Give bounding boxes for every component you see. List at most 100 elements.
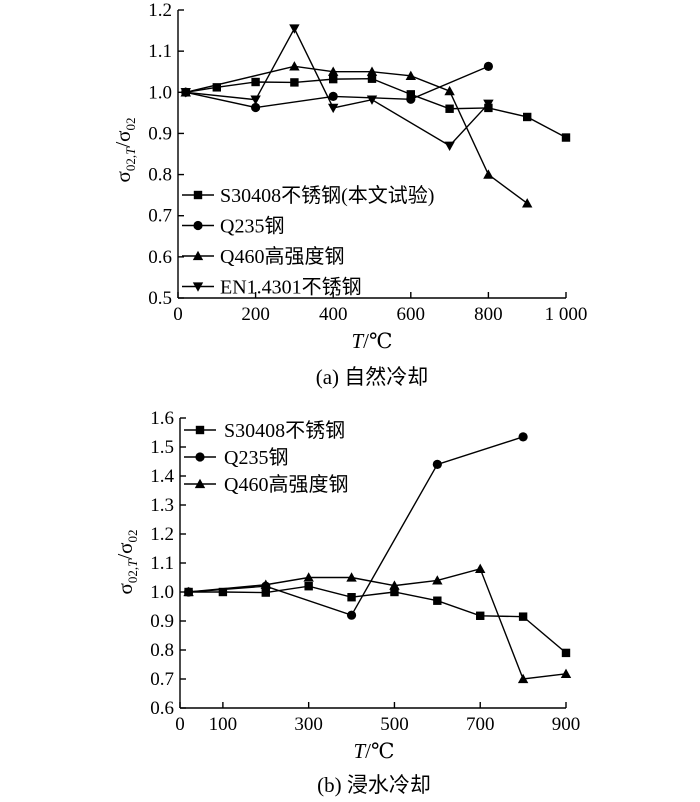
data-point [212,83,221,92]
data-point [476,611,485,620]
data-point [260,579,271,589]
data-point [251,102,261,113]
y-tick-label: 1.3 [150,495,174,516]
y-axis-title-part: 02, [123,155,138,171]
legend-label: EN1.4301不锈钢 [220,276,362,299]
x-tick-label: 800 [474,304,503,325]
legend-marker [192,282,204,292]
y-tick-label: 0.7 [148,206,172,227]
data-point [180,88,191,98]
x-tick-label: 1 000 [545,304,588,325]
data-point [183,586,194,597]
data-point [328,103,339,114]
data-point [483,61,493,71]
y-axis-title-part: σ [111,171,135,182]
legend-label: Q460高强度钢 [224,473,348,496]
y-axis-title-part: σ [113,583,137,594]
chart-caption: (b) 浸水冷却 [317,773,431,797]
data-point [251,77,260,87]
x-axis-title-var: T [351,329,364,353]
x-tick-label: 300 [294,714,323,735]
y-tick-label: 0.6 [148,247,172,268]
data-point [406,94,416,104]
data-point [444,85,455,96]
data-point [303,572,314,582]
y-tick-label: 0.8 [148,165,172,186]
x-axis-title-unit: /℃ [363,329,392,353]
series-line [185,65,528,204]
data-point [347,593,356,602]
series-1 [181,74,571,142]
data-point [289,24,300,34]
y-tick-label: 1.6 [150,408,174,429]
y-axis-title-part: T [125,559,140,567]
series-3 [183,563,572,684]
data-point [561,648,571,658]
data-point [346,572,357,582]
data-point [445,104,454,113]
y-axis-title: σ02,T/σ02 [113,530,140,595]
y-tick-label: 0.8 [150,640,174,661]
data-point [366,95,378,105]
x-axis-title-var: T [353,739,366,763]
legend-label: S30408不锈钢(本文试验) [220,184,434,207]
y-tick-label: 0.9 [150,611,174,632]
data-point [483,169,494,179]
x-tick-label: 0 [175,714,185,735]
legend-marker [195,425,205,435]
x-tick-label: 700 [466,714,495,735]
y-axis-title: σ02,T/σ02 [111,118,138,183]
x-axis-title: T/℃ [353,739,394,763]
series-line [185,65,489,109]
x-axis-title: T/℃ [351,329,392,353]
data-point [346,610,357,620]
y-tick-label: 0.7 [150,669,174,690]
data-point [366,66,378,76]
data-point [328,66,339,76]
y-tick-label: 1.0 [148,82,172,103]
legend-marker [194,478,206,489]
series-4 [180,24,494,151]
series-line [185,78,567,139]
y-tick-label: 1.5 [150,437,174,458]
legend-marker [192,250,204,261]
data-point [475,563,486,573]
data-point [433,596,442,605]
data-point [518,612,528,621]
series-line [185,26,489,147]
chart-b: 0.6 0.7 0.8 0.9 1.0 1.1 1.2 1.3 1.4 1.5 1.6 0 100 300… [113,408,580,797]
data-point [390,587,399,597]
x-tick-label: 900 [552,714,581,735]
data-point [432,459,442,469]
x-tick-label: 200 [241,304,270,325]
series-1 [184,582,571,658]
legend: S30408不锈钢(本文试验) Q235钢 Q460高强度钢 EN1.4301不锈钢 [182,184,434,299]
data-point [367,74,377,83]
data-point [561,133,571,142]
legend: S30408不锈钢 Q235钢 Q460高强度钢 [184,419,348,496]
legend-marker [193,220,203,231]
data-point [522,198,533,208]
data-point [560,668,572,678]
y-axis-title-part: 02 [123,118,138,131]
data-point [289,61,300,71]
series-line [188,585,567,654]
legend-label: Q460高强度钢 [220,245,344,268]
data-point [523,112,532,122]
y-tick-label: 1.1 [150,553,174,574]
data-point [517,673,529,684]
legend-label: Q235钢 [220,215,284,238]
data-point [304,582,313,591]
x-tick-label: 500 [380,714,409,735]
y-tick-label: 1.2 [148,0,172,21]
data-point [406,90,415,99]
series-line [188,567,567,680]
y-tick-label: 0.6 [150,698,174,719]
y-tick-label: 0.5 [148,288,172,309]
data-point [518,432,528,442]
x-axis-title-unit: /℃ [365,739,394,763]
data-point [444,141,455,151]
legend-marker [195,452,205,462]
data-point [328,91,338,101]
